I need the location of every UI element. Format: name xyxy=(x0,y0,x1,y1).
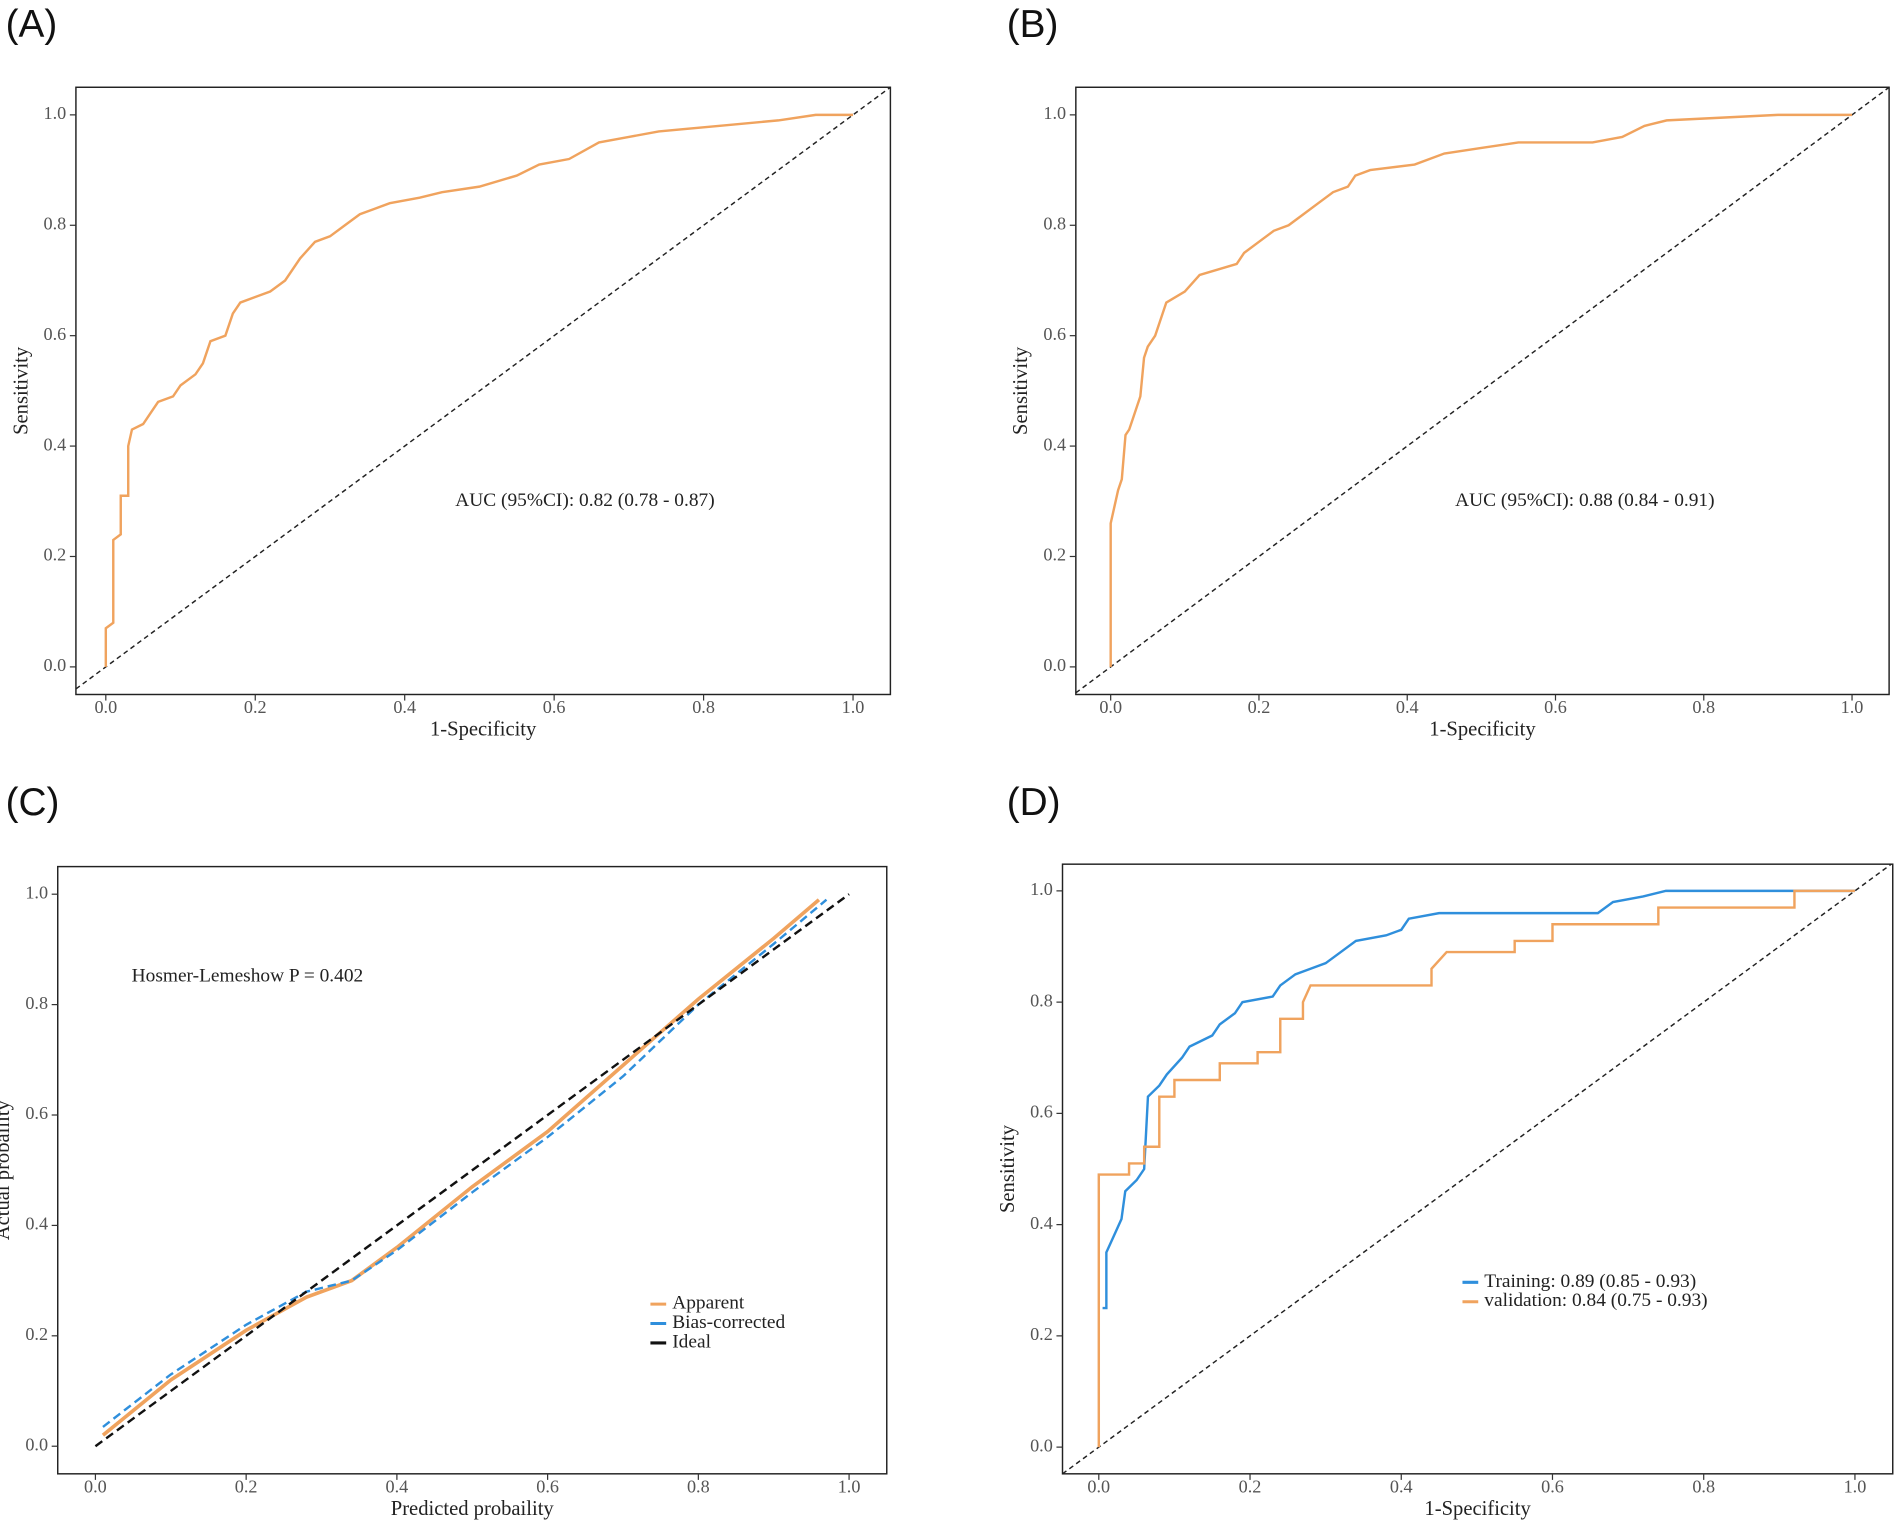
x-tick-label: 1.0 xyxy=(842,697,865,717)
reference-diagonal xyxy=(1075,86,1890,694)
x-axis-title: 1-Specificity xyxy=(1424,1498,1531,1520)
x-tick-label: 0.4 xyxy=(1396,697,1419,717)
x-tick-label: 0.8 xyxy=(1692,1477,1715,1497)
annotation: Hosmer-Lemeshow P = 0.402 xyxy=(132,965,364,986)
y-tick-label: 0.8 xyxy=(25,993,48,1013)
panel-label: (D) xyxy=(1007,781,1061,824)
series-line xyxy=(94,893,850,1448)
plot-frame xyxy=(1075,86,1890,696)
legend-label: validation: 0.84 (0.75 - 0.93) xyxy=(1484,1290,1707,1311)
x-tick-label: 0.2 xyxy=(1248,697,1271,717)
x-tick-label: 0.8 xyxy=(687,1477,710,1497)
y-tick-label: 0.4 xyxy=(25,1214,48,1234)
x-tick-label: 0.2 xyxy=(244,697,267,717)
y-tick-label: 0.0 xyxy=(25,1434,48,1454)
x-axis-title: Predicted probaility xyxy=(391,1498,555,1520)
x-tick-label: 1.0 xyxy=(1844,1477,1867,1497)
x-axis-title: 1-Specificity xyxy=(1429,719,1536,741)
y-tick-label: 0.2 xyxy=(25,1324,48,1344)
y-tick-label: 1.0 xyxy=(25,882,48,902)
legend-label: Apparent xyxy=(672,1293,745,1314)
series-line xyxy=(1109,113,1853,667)
plot-frame xyxy=(1061,863,1894,1475)
x-tick-label: 0.6 xyxy=(1541,1477,1564,1497)
reference-diagonal xyxy=(1062,863,1892,1475)
annotation: AUC (95%CI): 0.88 (0.84 - 0.91) xyxy=(1455,490,1714,511)
y-tick-label: 0.4 xyxy=(1043,434,1066,454)
x-tick-label: 0.8 xyxy=(692,697,715,717)
panel-label: (C) xyxy=(6,781,60,824)
x-tick-label: 0.2 xyxy=(1239,1477,1262,1497)
panel-label: (A) xyxy=(6,3,58,46)
series-line xyxy=(101,898,821,1437)
legend-label: Training: 0.89 (0.85 - 0.93) xyxy=(1484,1271,1696,1292)
legend-label: Ideal xyxy=(672,1331,711,1352)
y-tick-label: 1.0 xyxy=(1043,103,1066,123)
annotation: AUC (95%CI): 0.82 (0.78 - 0.87) xyxy=(455,490,714,511)
panel: (D) 0.0 0.2 0.4 0.6 0.8 1.0 0.0 0.2 0.4 0.6 0.8 1.0 1… xyxy=(997,781,1894,1520)
legend-label: Bias-corrected xyxy=(672,1312,785,1333)
y-tick-label: 0.2 xyxy=(44,545,67,565)
y-tick-label: 0.4 xyxy=(44,434,67,454)
y-tick-label: 0.2 xyxy=(1030,1324,1053,1344)
y-axis-title: Sensitivity xyxy=(10,346,32,435)
y-tick-label: 0.0 xyxy=(1030,1435,1053,1455)
y-tick-label: 0.6 xyxy=(1030,1102,1053,1122)
y-tick-label: 0.6 xyxy=(25,1103,48,1123)
y-axis-title: Actual probaility xyxy=(0,1099,14,1240)
y-tick-label: 0.2 xyxy=(1043,545,1066,565)
y-tick-label: 0.4 xyxy=(1030,1213,1053,1233)
x-tick-label: 0.4 xyxy=(1390,1477,1413,1497)
x-tick-label: 0.6 xyxy=(1544,697,1567,717)
y-tick-label: 0.0 xyxy=(1043,655,1066,675)
x-tick-label: 0.0 xyxy=(1087,1477,1110,1497)
y-axis-title: Sensitivity xyxy=(1010,346,1032,435)
reference-diagonal xyxy=(75,86,891,690)
x-tick-label: 0.0 xyxy=(94,697,117,717)
panel-label: (B) xyxy=(1007,3,1059,46)
x-tick-label: 0.2 xyxy=(235,1477,258,1497)
y-tick-label: 1.0 xyxy=(1030,879,1053,899)
x-tick-label: 0.4 xyxy=(393,697,416,717)
x-tick-label: 0.6 xyxy=(543,697,566,717)
panel: (B) 0.0 0.2 0.4 0.6 0.8 1.0 0.0 0.2 0.4 0.6 0.8 1.0 1… xyxy=(1007,3,1890,741)
y-tick-label: 0.0 xyxy=(44,655,67,675)
x-tick-label: 0.6 xyxy=(536,1477,559,1497)
y-tick-label: 0.8 xyxy=(1043,213,1066,233)
y-tick-label: 1.0 xyxy=(44,103,67,123)
series-line xyxy=(104,113,854,667)
x-tick-label: 1.0 xyxy=(1841,697,1864,717)
x-axis-title: 1-Specificity xyxy=(430,719,537,741)
y-axis-title: Sensitivity xyxy=(997,1124,1019,1213)
x-tick-label: 0.0 xyxy=(1099,697,1122,717)
x-tick-label: 0.4 xyxy=(386,1477,409,1497)
y-tick-label: 0.6 xyxy=(1043,324,1066,344)
x-tick-label: 0.0 xyxy=(84,1477,107,1497)
y-tick-label: 0.6 xyxy=(44,324,67,344)
series-line xyxy=(1097,889,1855,1448)
panel: (C) 0.0 0.2 0.4 0.6 0.8 1.0 0.0 0.2 0.4 0.6 0.8 1.0 P… xyxy=(0,781,888,1520)
plot-frame xyxy=(75,86,892,696)
x-tick-label: 0.8 xyxy=(1692,697,1715,717)
panel: (A) 0.0 0.2 0.4 0.6 0.8 1.0 0.0 0.2 0.4 0.6 0.8 1.0 1… xyxy=(6,3,892,741)
plot-frame xyxy=(57,865,888,1475)
series-line xyxy=(1102,889,1855,1310)
x-tick-label: 1.0 xyxy=(838,1477,861,1497)
y-tick-label: 0.8 xyxy=(1030,990,1053,1010)
y-tick-label: 0.8 xyxy=(44,213,67,233)
